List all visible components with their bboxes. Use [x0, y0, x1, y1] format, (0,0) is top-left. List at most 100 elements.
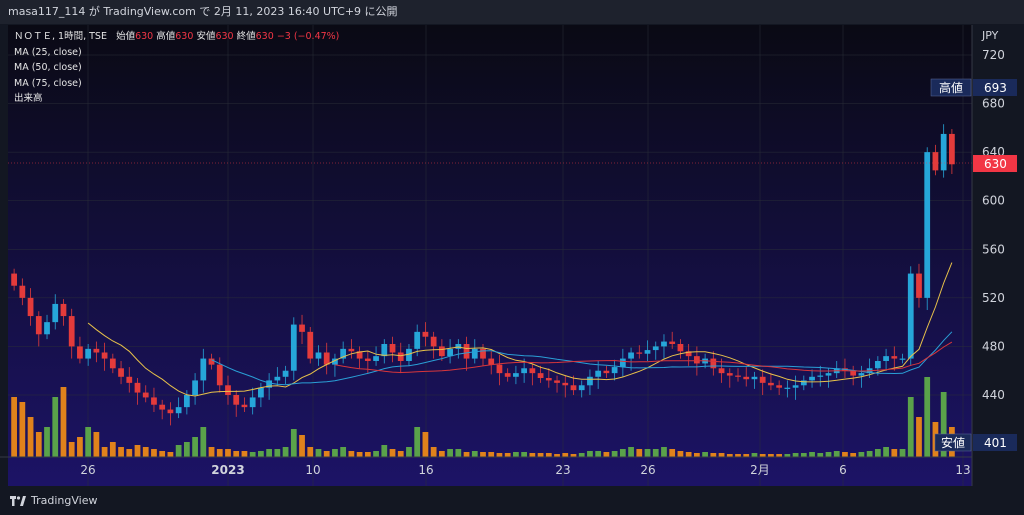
volume-bar-67 [562, 453, 569, 457]
candle-body-43 [364, 358, 371, 361]
candle-body-111 [924, 152, 931, 298]
volume-bar-93 [776, 454, 783, 457]
volume-bar-1 [19, 402, 26, 457]
candle-body-92 [768, 382, 774, 386]
volume-bar-57 [480, 452, 486, 457]
candle-body-80 [669, 341, 676, 344]
volume-bar-88 [735, 454, 741, 457]
candle-body-47 [397, 352, 404, 361]
volume-bar-94 [784, 454, 791, 457]
ma25-legend[interactable]: MA (25, close) [14, 46, 82, 58]
footer [0, 486, 1024, 515]
candle-body-66 [554, 380, 560, 383]
candle-body-9 [85, 348, 92, 359]
ma75-legend[interactable]: MA (75, close) [14, 77, 82, 89]
volume-bar-82 [685, 452, 692, 457]
candle-body-75 [628, 352, 634, 359]
candle-body-48 [406, 348, 412, 361]
price-tick-5: 520 [982, 291, 1005, 305]
grid-lines [8, 25, 972, 486]
volume-bar-60 [504, 453, 511, 457]
volume-bar-18 [159, 451, 166, 457]
candle-body-93 [776, 385, 783, 388]
ma75-line [334, 341, 953, 374]
volume-bar-22 [192, 437, 198, 457]
candle-body-10 [93, 348, 100, 353]
change-value: −3 (−0.47%) [276, 31, 340, 42]
price-tick-0: 720 [982, 48, 1005, 62]
candle-body-21 [183, 395, 190, 408]
candle-body-45 [381, 344, 388, 357]
volume-bar-73 [611, 451, 618, 457]
candle-body-68 [570, 385, 577, 391]
volume-bar-78 [652, 449, 659, 457]
volume-bar-14 [126, 449, 133, 457]
volume-bar-36 [307, 447, 314, 457]
volume-legend[interactable]: 出来高 [14, 93, 43, 104]
volume-bar-97 [809, 452, 815, 457]
volume-bar-96 [800, 453, 807, 457]
candle-body-23 [200, 358, 207, 381]
candle-body-98 [817, 375, 824, 377]
volume-bar-112 [932, 422, 939, 457]
volume-bar-76 [636, 449, 643, 457]
volume-bar-63 [529, 453, 536, 457]
tradingview-logo-icon [10, 495, 26, 506]
volume-bar-15 [134, 445, 141, 457]
candle-body-4 [44, 322, 50, 335]
volume-bar-37 [315, 449, 322, 457]
volume-bar-74 [619, 449, 626, 457]
candle-body-79 [661, 341, 667, 347]
ma50-legend[interactable]: MA (50, close) [14, 62, 82, 73]
candle-body-19 [167, 409, 174, 414]
candle-body-73 [611, 367, 618, 374]
volume-bar-108 [899, 449, 906, 457]
volume-bar-3 [35, 432, 42, 457]
candle-body-54 [455, 344, 462, 349]
candle-body-7 [68, 316, 75, 347]
ma50-line [211, 331, 953, 386]
high-value: 630 [175, 31, 194, 42]
volume-bar-59 [496, 453, 503, 457]
price-tick-7: 440 [982, 388, 1005, 402]
candle-body-50 [422, 331, 429, 337]
candle-body-8 [77, 346, 83, 359]
volume-bar-29 [249, 452, 256, 457]
chart-area[interactable] [8, 25, 972, 486]
candle-body-11 [101, 352, 108, 359]
volume-bar-81 [677, 451, 684, 457]
volume-bar-16 [142, 447, 149, 457]
candle-body-42 [356, 351, 363, 359]
volume-bar-45 [381, 445, 388, 457]
candle-body-112 [932, 152, 939, 171]
volume-bar-85 [710, 453, 717, 457]
volume-bar-19 [167, 452, 174, 457]
open-value: 630 [135, 31, 154, 42]
candle-body-16 [142, 392, 149, 398]
volume-bar-111 [924, 377, 931, 457]
candle-body-90 [751, 376, 758, 380]
volume-bar-17 [151, 449, 157, 457]
symbol-row: ＮＯＴＥ, 1時間, TSE 始値630 高値630 安値630 終値630 −… [14, 29, 339, 45]
volume-bar-51 [430, 447, 437, 457]
volume-bar-40 [340, 447, 347, 457]
candle-body-53 [447, 348, 453, 357]
volume-bar-100 [833, 451, 840, 457]
volume-bar-71 [595, 451, 602, 457]
candle-body-0 [11, 273, 17, 286]
tradingview-logo[interactable]: TradingView [10, 494, 97, 507]
candle-body-56 [471, 348, 478, 359]
last-price-value: 630 [984, 157, 1007, 171]
volume-bar-95 [792, 453, 799, 457]
candle-body-30 [258, 387, 264, 398]
candle-body-83 [693, 356, 700, 364]
moving-averages [87, 262, 953, 397]
candle-body-5 [52, 303, 59, 323]
candle-body-60 [504, 373, 511, 377]
volume-bar-33 [282, 447, 289, 457]
volume-bar-49 [414, 427, 421, 457]
candle-body-52 [438, 346, 445, 357]
volume-bar-10 [93, 432, 100, 457]
ma25-line [87, 262, 953, 397]
price-chart-svg[interactable] [8, 25, 972, 486]
